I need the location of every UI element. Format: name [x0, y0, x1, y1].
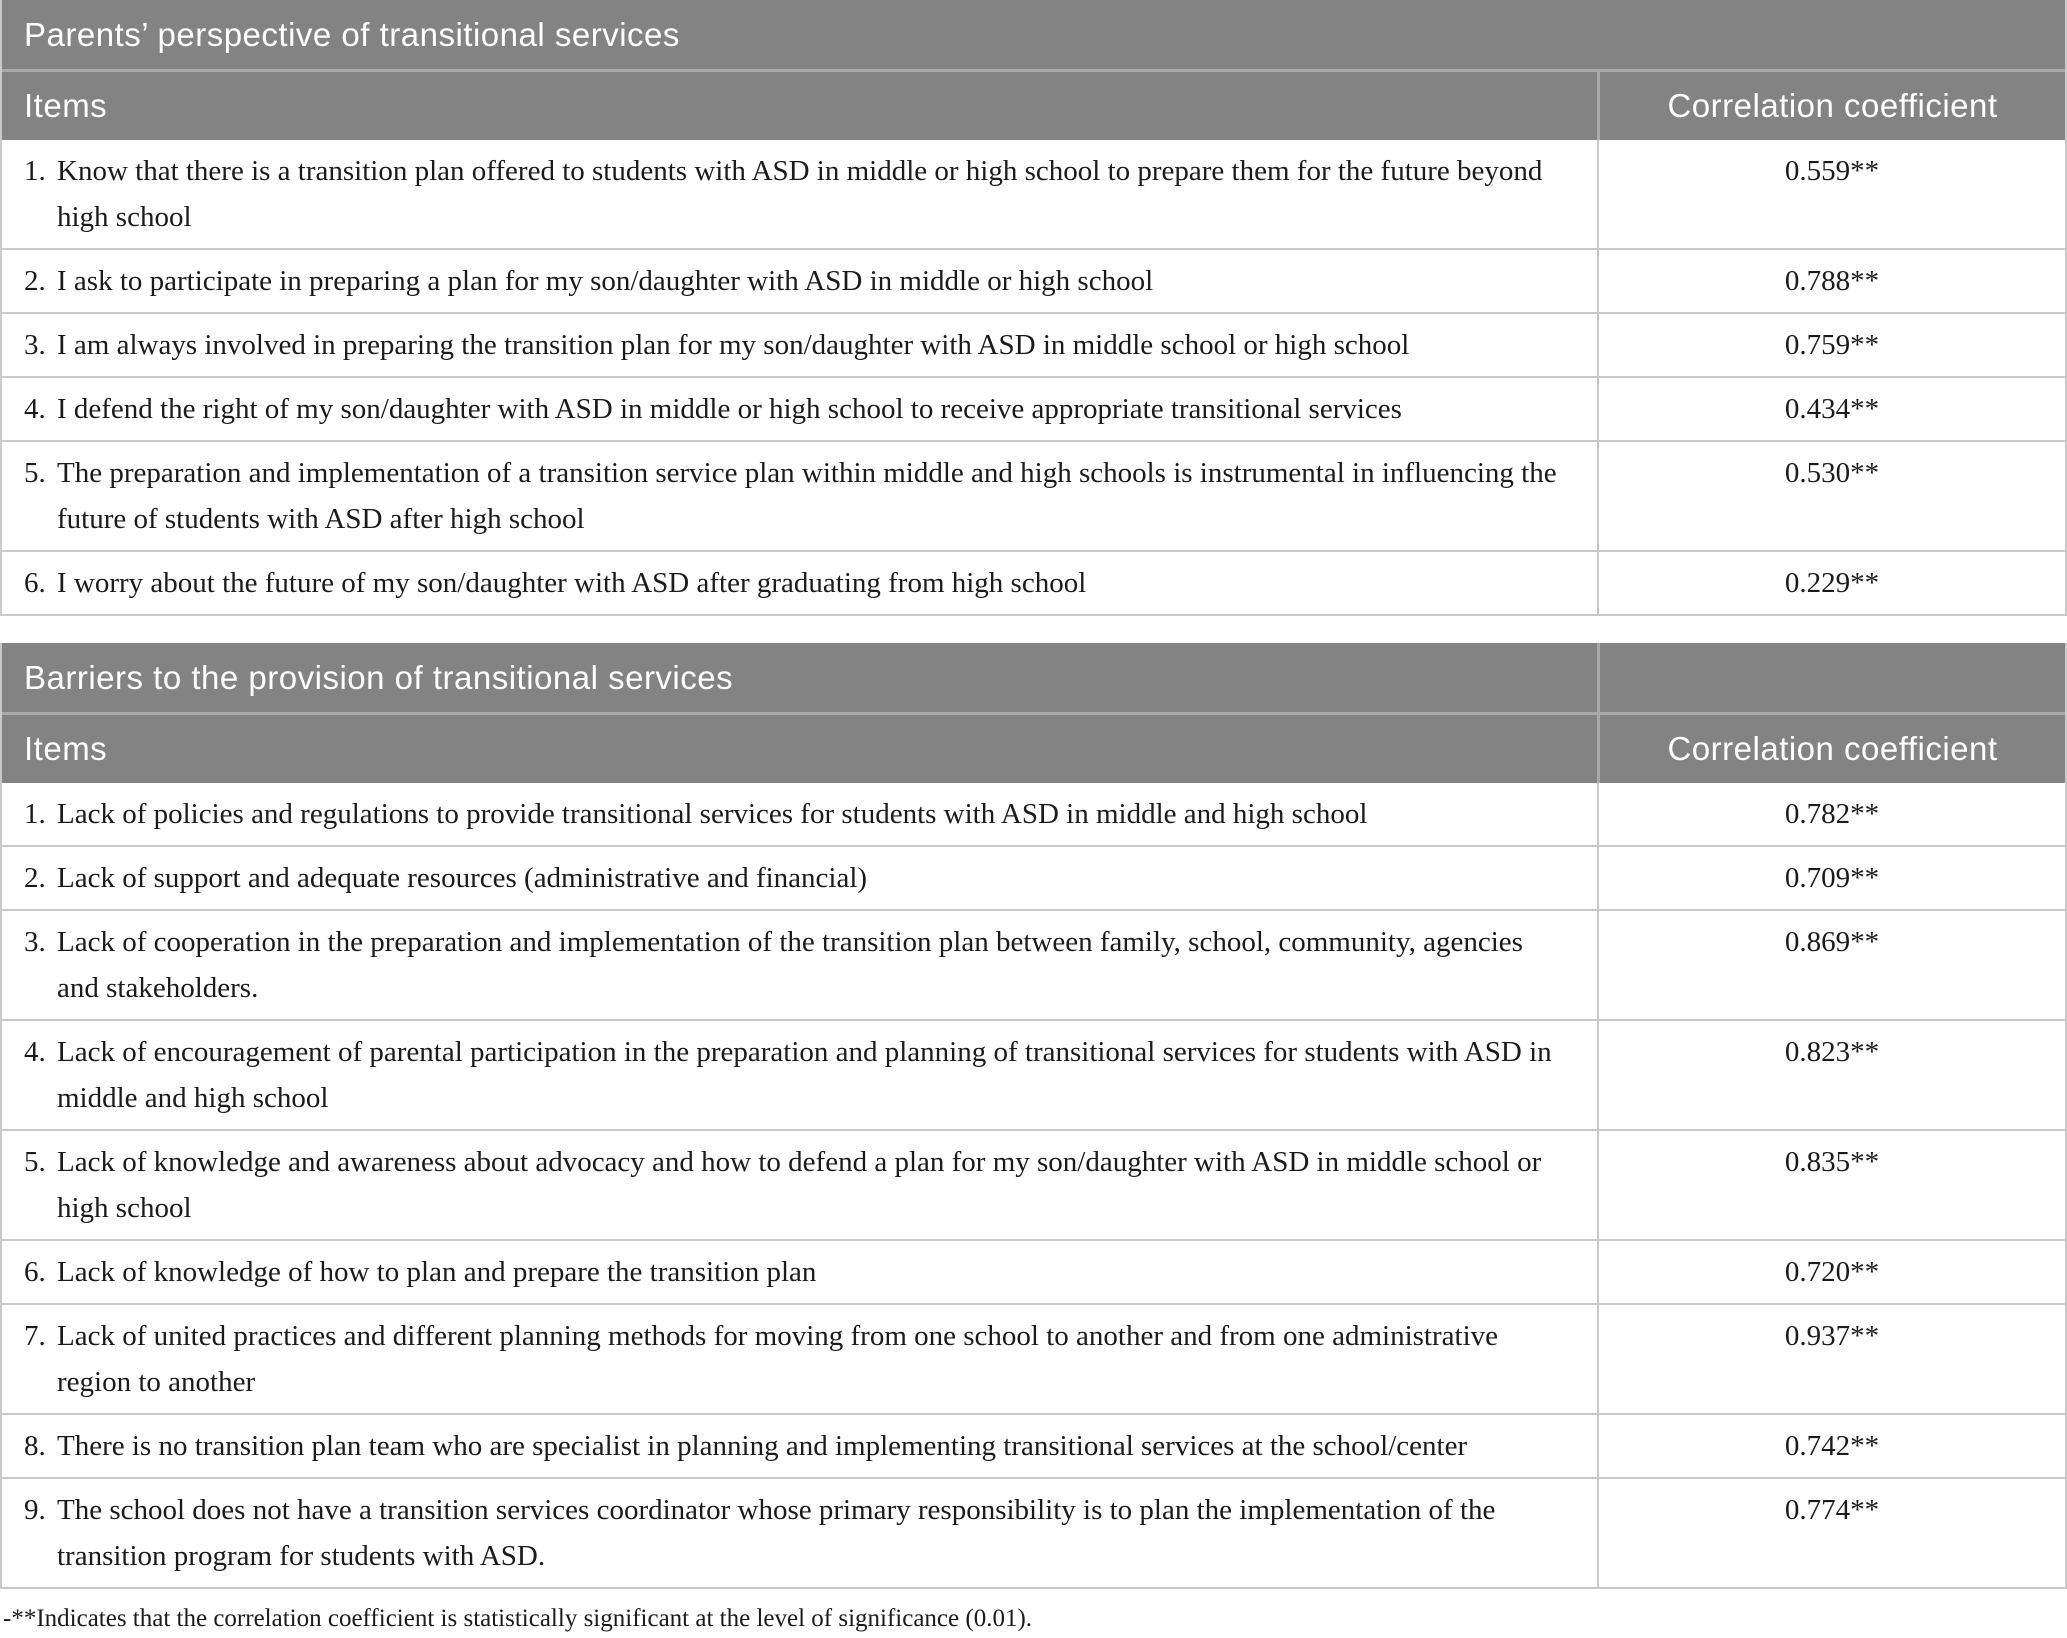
coefficient-value: 0.759**: [1597, 314, 2065, 376]
table-row: 5. The preparation and implementation of…: [2, 442, 2065, 552]
table-body: 1. Know that there is a transition plan …: [2, 140, 2065, 616]
coefficient-value: 0.823**: [1597, 1021, 2065, 1129]
table-row: 3. Lack of cooperation in the preparatio…: [2, 911, 2065, 1021]
item-cell: 2. I ask to participate in preparing a p…: [2, 250, 1597, 312]
item-text: I ask to participate in preparing a plan…: [57, 265, 1154, 297]
item-cell: 1. Know that there is a transition plan …: [2, 140, 1597, 248]
coefficient-value: 0.229**: [1597, 552, 2065, 614]
table-row: 3. I am always involved in preparing the…: [2, 314, 2065, 378]
item-text: I defend the right of my son/daughter wi…: [57, 393, 1402, 425]
item-cell: 7. Lack of united practices and differen…: [2, 1305, 1597, 1413]
coefficient-column-header: Correlation coefficient: [1597, 715, 2065, 783]
table-title-row: Parents’ perspective of transitional ser…: [2, 0, 2065, 72]
item-number: 9.: [24, 1494, 46, 1526]
items-column-header: Items: [24, 730, 108, 767]
table-row: 4. I defend the right of my son/daughter…: [2, 378, 2065, 442]
table-row: 5. Lack of knowledge and awareness about…: [2, 1131, 2065, 1241]
item-number: 2.: [24, 862, 46, 894]
coefficient-value: 0.530**: [1597, 442, 2065, 550]
item-number: 1.: [24, 155, 46, 187]
item-text: Lack of knowledge and awareness about ad…: [57, 1146, 1542, 1224]
item-text: The preparation and implementation of a …: [57, 457, 1557, 535]
table-row: 1. Know that there is a transition plan …: [2, 140, 2065, 250]
coefficient-value: 0.434**: [1597, 378, 2065, 440]
item-number: 5.: [24, 1146, 46, 1178]
barriers-table: Barriers to the provision of transitiona…: [0, 643, 2067, 1589]
coefficient-value: 0.709**: [1597, 847, 2065, 909]
item-text: Know that there is a transition plan off…: [57, 155, 1543, 233]
parents-perspective-table: Parents’ perspective of transitional ser…: [0, 0, 2067, 616]
table-row: 9. The school does not have a transition…: [2, 1479, 2065, 1589]
table-row: 6. I worry about the future of my son/da…: [2, 552, 2065, 616]
table-row: 7. Lack of united practices and differen…: [2, 1305, 2065, 1415]
table-title: Barriers to the provision of transitiona…: [24, 658, 734, 696]
item-cell: 3. Lack of cooperation in the preparatio…: [2, 911, 1597, 1019]
table-header-row: Items Correlation coefficient: [2, 72, 2065, 140]
coefficient-value: 0.937**: [1597, 1305, 2065, 1413]
item-number: 3.: [24, 926, 46, 958]
item-cell: 5. Lack of knowledge and awareness about…: [2, 1131, 1597, 1239]
coefficient-value: 0.720**: [1597, 1241, 2065, 1303]
table-title: Parents’ perspective of transitional ser…: [24, 15, 680, 53]
item-number: 8.: [24, 1430, 46, 1462]
item-cell: 4. Lack of encouragement of parental par…: [2, 1021, 1597, 1129]
item-text: Lack of cooperation in the preparation a…: [57, 926, 1523, 1004]
item-text: I am always involved in preparing the tr…: [57, 329, 1410, 361]
item-cell: 8. There is no transition plan team who …: [2, 1415, 1597, 1477]
item-number: 6.: [24, 567, 46, 599]
footnote: -**Indicates that the correlation coeffi…: [3, 1605, 1033, 1632]
item-cell: 9. The school does not have a transition…: [2, 1479, 1597, 1587]
coefficient-value: 0.869**: [1597, 911, 2065, 1019]
title-spacer-cell: [1597, 643, 2065, 712]
item-number: 3.: [24, 329, 46, 361]
table-header-row: Items Correlation coefficient: [2, 715, 2065, 783]
item-cell: 3. I am always involved in preparing the…: [2, 314, 1597, 376]
coefficient-value: 0.774**: [1597, 1479, 2065, 1587]
item-text: Lack of policies and regulations to prov…: [57, 798, 1368, 830]
item-number: 4.: [24, 393, 46, 425]
coefficient-value: 0.742**: [1597, 1415, 2065, 1477]
table-row: 1. Lack of policies and regulations to p…: [2, 783, 2065, 847]
item-text: There is no transition plan team who are…: [57, 1430, 1468, 1462]
item-text: I worry about the future of my son/daugh…: [57, 567, 1087, 599]
item-text: Lack of united practices and different p…: [57, 1320, 1498, 1398]
table-row: 4. Lack of encouragement of parental par…: [2, 1021, 2065, 1131]
item-text: Lack of encouragement of parental partic…: [57, 1036, 1552, 1114]
item-number: 6.: [24, 1256, 46, 1288]
item-number: 7.: [24, 1320, 46, 1352]
coefficient-value: 0.559**: [1597, 140, 2065, 248]
coefficient-column-header: Correlation coefficient: [1597, 72, 2065, 140]
item-number: 4.: [24, 1036, 46, 1068]
item-text: The school does not have a transition se…: [57, 1494, 1496, 1572]
table-row: 2. Lack of support and adequate resource…: [2, 847, 2065, 911]
coefficient-value: 0.782**: [1597, 783, 2065, 845]
item-number: 2.: [24, 265, 46, 297]
item-cell: 1. Lack of policies and regulations to p…: [2, 783, 1597, 845]
item-number: 1.: [24, 798, 46, 830]
item-cell: 6. Lack of knowledge of how to plan and …: [2, 1241, 1597, 1303]
item-text: Lack of support and adequate resources (…: [57, 862, 868, 894]
items-column-header: Items: [24, 87, 108, 124]
coefficient-value: 0.835**: [1597, 1131, 2065, 1239]
table-body: 1. Lack of policies and regulations to p…: [2, 783, 2065, 1589]
item-cell: 6. I worry about the future of my son/da…: [2, 552, 1597, 614]
table-row: 8. There is no transition plan team who …: [2, 1415, 2065, 1479]
table-row: 2. I ask to participate in preparing a p…: [2, 250, 2065, 314]
item-cell: 2. Lack of support and adequate resource…: [2, 847, 1597, 909]
table-title-row: Barriers to the provision of transitiona…: [2, 643, 2065, 715]
coefficient-value: 0.788**: [1597, 250, 2065, 312]
table-row: 6. Lack of knowledge of how to plan and …: [2, 1241, 2065, 1305]
item-cell: 5. The preparation and implementation of…: [2, 442, 1597, 550]
item-number: 5.: [24, 457, 46, 489]
item-cell: 4. I defend the right of my son/daughter…: [2, 378, 1597, 440]
item-text: Lack of knowledge of how to plan and pre…: [57, 1256, 817, 1288]
